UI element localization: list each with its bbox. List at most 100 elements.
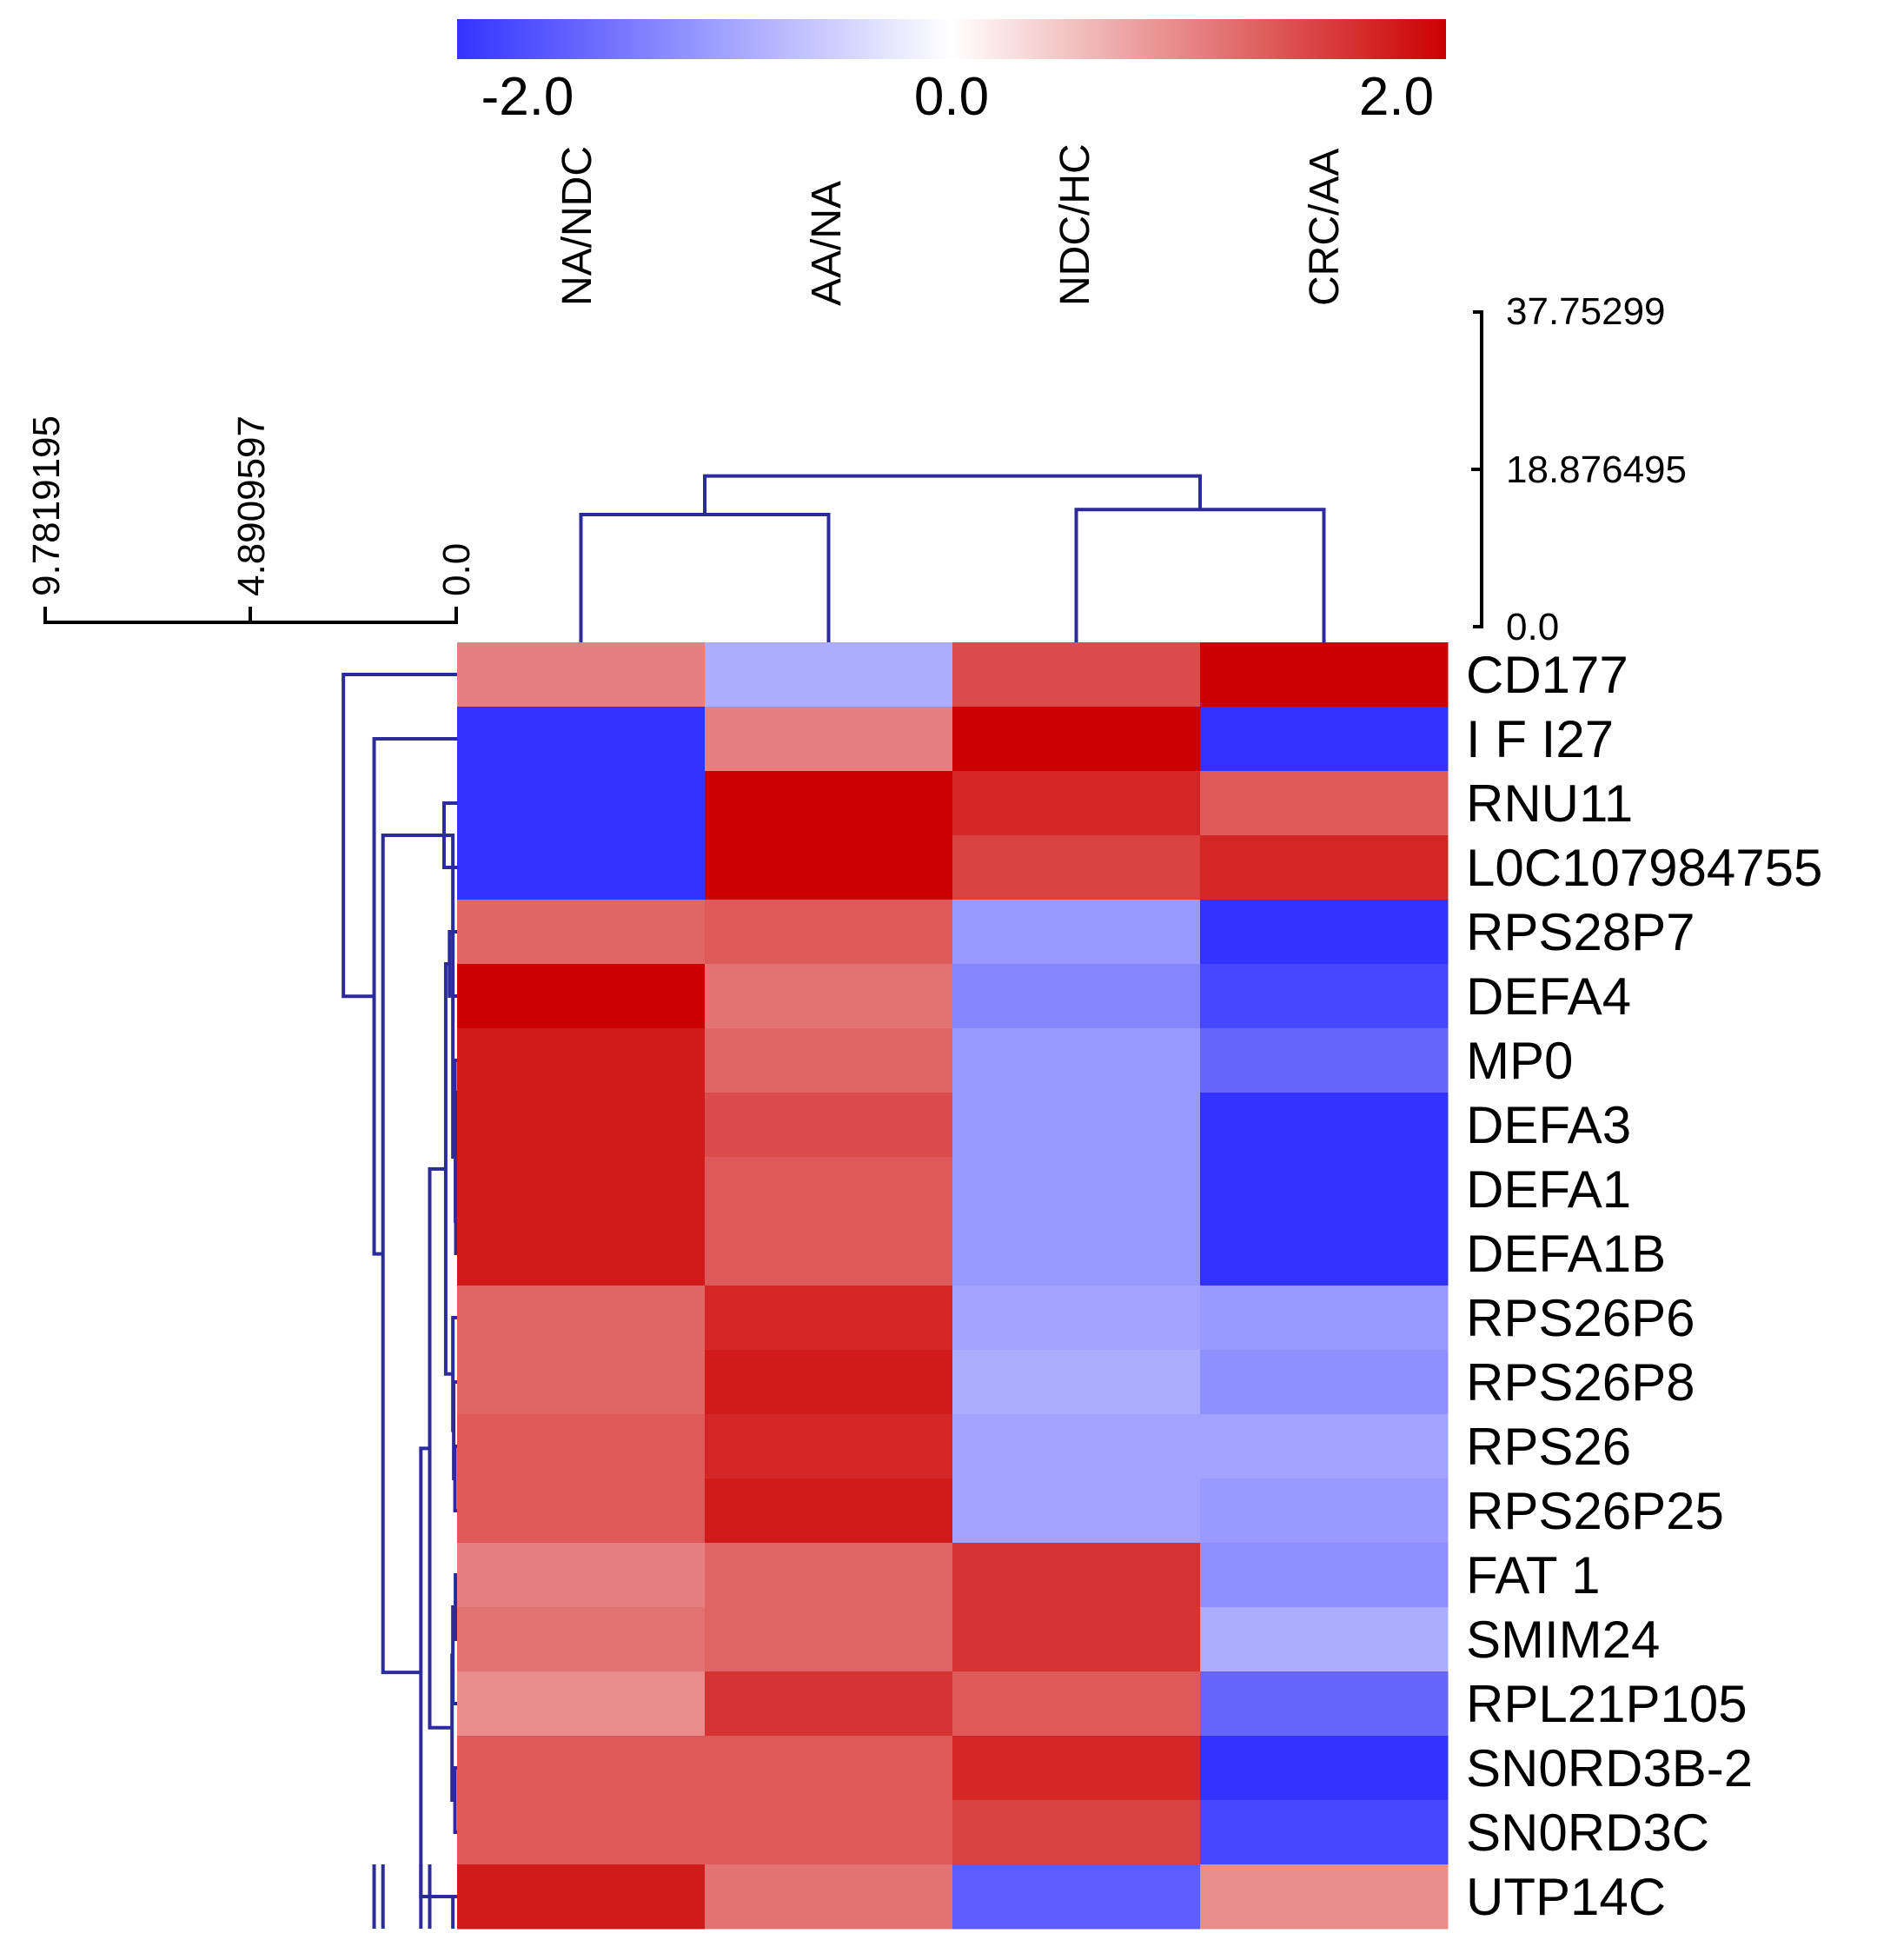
heatmap-cell [1200,835,1449,900]
heatmap-cell [1200,900,1449,965]
heatmap-cell [1200,1028,1449,1093]
heatmap-cell [1200,1736,1449,1801]
heatmap-cell [705,835,953,900]
column-dendrogram-link [579,513,831,642]
heatmap-cell [1200,1157,1449,1222]
heatmap-cell [457,1671,706,1737]
heatmap-cell [705,707,953,772]
heatmap-cell [705,1478,953,1544]
row-label: RPS26P25 [1466,1482,1724,1540]
heatmap-cell [457,1157,706,1222]
heatmap-cell [705,1221,953,1286]
heatmap-cell [705,642,953,708]
row-labels: CD177 I F I27 RNU11 L0C107984755 RPS28P7 DEFA… [1466,646,1822,1926]
row-dendrogram-link [381,834,444,1675]
colorbar-max-label: 2.0 [1359,67,1434,127]
row-label: DEFA3 [1466,1096,1631,1154]
heatmap-cell [1200,707,1449,772]
heatmap-cell [705,1736,953,1801]
heatmap-cell [1200,771,1449,836]
heatmap-cell [952,1414,1201,1479]
heatmap-cell [705,1864,953,1930]
heatmap-cell [705,1607,953,1672]
heatmap-cell [705,1028,953,1093]
row-axis-tick-label: 9.7819195 [25,415,68,596]
row-label: UTP14C [1466,1868,1666,1926]
heatmap-cell [952,964,1201,1029]
heatmap-cell [1200,1093,1449,1158]
row-dendrogram-link [453,1766,457,1834]
heatmap-cell [1200,1607,1449,1672]
heatmap-cell [1200,1221,1449,1286]
row-label: DEFA1 [1466,1160,1631,1219]
heatmap-cell [952,1221,1201,1286]
heatmap-cell [457,707,706,772]
heatmap-cell [705,1414,953,1479]
row-label: DEFA4 [1466,967,1631,1026]
heatmap-cell [457,900,706,965]
heatmap-cell [705,1800,953,1865]
colorbar-min-label: -2.0 [481,67,574,127]
row-label: SN0RD3B-2 [1466,1739,1753,1797]
heatmap-cell [705,1350,953,1415]
heatmap-cell [952,707,1201,772]
heatmap-cell [457,1607,706,1672]
row-axis-tick-label: 4.8909597 [230,415,273,596]
row-dendrogram-axis: 9.7819195 4.8909597 0.0 [25,415,478,624]
heatmap-cell [705,1286,953,1351]
column-dendrogram-axis: 37.75299 18.876495 0.0 [1471,290,1687,648]
heatmap-cell [952,642,1201,708]
heatmap-cell [952,1543,1201,1608]
row-axis-tick-label: 0.0 [435,543,478,596]
heatmap-cell [457,642,706,708]
heatmap-cell [1200,1864,1449,1930]
heatmap-cell [705,1157,953,1222]
colorbar: -2.0 0.0 2.0 [457,19,1446,127]
row-dendrogram-link [342,673,457,999]
heatmap-cell [952,900,1201,965]
heatmap-cell [457,1221,706,1286]
heatmap-cell [952,1607,1201,1672]
heatmap-cell [457,1800,706,1865]
column-dendrogram-link [703,474,1202,515]
heatmap-cell [457,964,706,1029]
row-dendrogram [342,673,458,1929]
column-label: NA/NDC [554,146,600,306]
heatmap-cell [457,1736,706,1801]
row-dendrogram-link [454,1573,458,1641]
heatmap-cell [457,1864,706,1930]
row-label: RPS26P6 [1466,1289,1695,1347]
heatmap-cell [457,1543,706,1608]
row-label: SN0RD3C [1466,1804,1709,1862]
row-label: I F I27 [1466,710,1614,768]
heatmap-cell [705,771,953,836]
heatmap-cell [705,964,953,1029]
column-dendrogram-link [1074,508,1326,642]
heatmap-cell [952,1800,1201,1865]
heatmap-cell [952,1157,1201,1222]
colorbar-mid-label: 0.0 [914,67,989,127]
heatmap-cell [952,1864,1201,1930]
colorbar-gradient [457,19,1446,59]
heatmap-cell [952,1736,1201,1801]
row-label: RPS26P8 [1466,1353,1695,1412]
heatmap-cell [457,1093,706,1158]
heatmap-cell [705,1093,953,1158]
row-label: DEFA1B [1466,1225,1666,1283]
heatmap-cell [952,1028,1201,1093]
row-label: RPL21P105 [1466,1675,1748,1733]
row-axis-line [43,607,458,624]
heatmap-cell [457,1414,706,1479]
heatmap-cell [1200,1350,1449,1415]
row-dendrogram-link [454,1091,458,1223]
heatmap-cell [457,1286,706,1351]
row-label: SMIM24 [1466,1611,1660,1669]
heatmap-cell [705,900,953,965]
row-label: RNU11 [1466,774,1633,833]
heatmap-cell [952,835,1201,900]
row-dendrogram-link [443,962,454,1376]
heatmap-cells [457,642,1449,1930]
heatmap-cell [952,1350,1201,1415]
column-dendrogram [579,474,1326,642]
